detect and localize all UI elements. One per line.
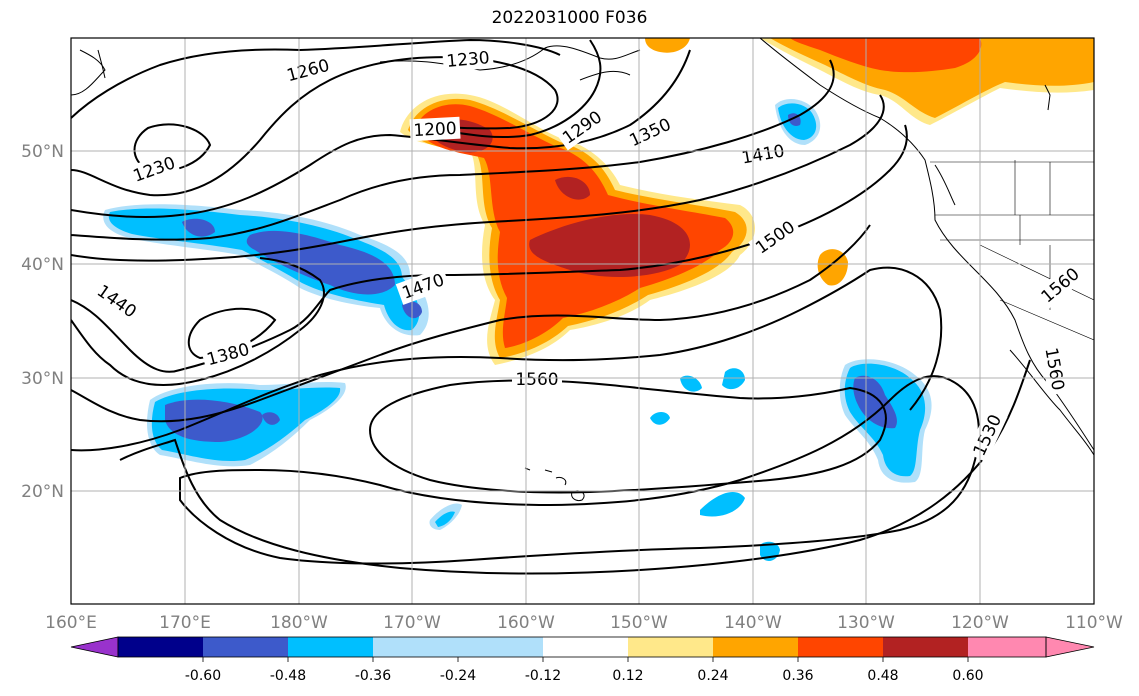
colorbar-segment: [713, 637, 798, 657]
x-tick-label: 120°W: [951, 613, 1009, 633]
colorbar-segment: [628, 637, 713, 657]
colorbar-segment: [968, 637, 1046, 657]
x-tick-label: 170°W: [383, 613, 441, 633]
y-axis-labels: 50°N 40°N 30°N 20°N: [21, 142, 64, 502]
x-tick-label: 170°E: [159, 613, 211, 633]
colorbar-tick-label: 0.48: [867, 668, 898, 684]
colorbar-segment: [118, 637, 203, 657]
colorbar-segment: [203, 637, 288, 657]
colorbar-tick-label: -0.36: [355, 668, 391, 684]
colorbar-tick-label: 0.12: [612, 668, 643, 684]
colorbar-segment: [798, 637, 883, 657]
positive-anomaly-northeast: [645, 38, 1094, 286]
colorbar-tick-label: -0.12: [525, 668, 561, 684]
x-tick-label: 140°W: [724, 613, 782, 633]
map-frame: [70, 37, 1095, 605]
colorbar-extend-low: [70, 636, 119, 658]
y-tick-label: 50°N: [21, 142, 64, 162]
colorbar-extend-high: [1045, 636, 1095, 658]
colorbar: -0.60 -0.48 -0.36 -0.24 -0.12 0.12 0.24 …: [70, 636, 1095, 684]
x-axis-labels: 160°E 170°E 180°W 170°W 160°W 150°W 140°…: [45, 613, 1123, 633]
positive-anomaly-central: [400, 93, 755, 365]
contour-label-1560-center: 1560: [515, 370, 558, 390]
colorbar-segment: [883, 637, 968, 657]
x-tick-label: 110°W: [1065, 613, 1123, 633]
colorbar-tick-label: -0.60: [185, 668, 221, 684]
colorbar-tick-label: 0.36: [782, 668, 813, 684]
coastlines: [71, 38, 1094, 456]
colorbar-segment: [543, 637, 628, 657]
colorbar-segment: [288, 637, 373, 657]
gridlines: [71, 38, 1094, 604]
contour-label-1200: 1200: [413, 119, 457, 141]
y-tick-label: 30°N: [21, 369, 64, 389]
x-tick-label: 150°W: [610, 613, 668, 633]
colorbar-tick-label: 0.60: [952, 668, 983, 684]
colorbar-tick-label: -0.48: [270, 668, 306, 684]
y-tick-label: 40°N: [21, 255, 64, 275]
colorbar-segment: [373, 637, 458, 657]
colorbar-tick-label: 0.24: [697, 668, 728, 684]
colorbar-segment: [458, 637, 543, 657]
state-borders: [930, 160, 1094, 341]
contour-label-1230-north: 1230: [446, 48, 491, 72]
x-tick-label: 180°W: [270, 613, 328, 633]
x-tick-label: 160°E: [45, 613, 97, 633]
x-tick-label: 130°W: [837, 613, 895, 633]
x-tick-label: 160°W: [497, 613, 555, 633]
y-tick-label: 20°N: [21, 482, 64, 502]
map-title: 2022031000 F036: [491, 8, 648, 28]
colorbar-tick-label: -0.24: [440, 668, 476, 684]
